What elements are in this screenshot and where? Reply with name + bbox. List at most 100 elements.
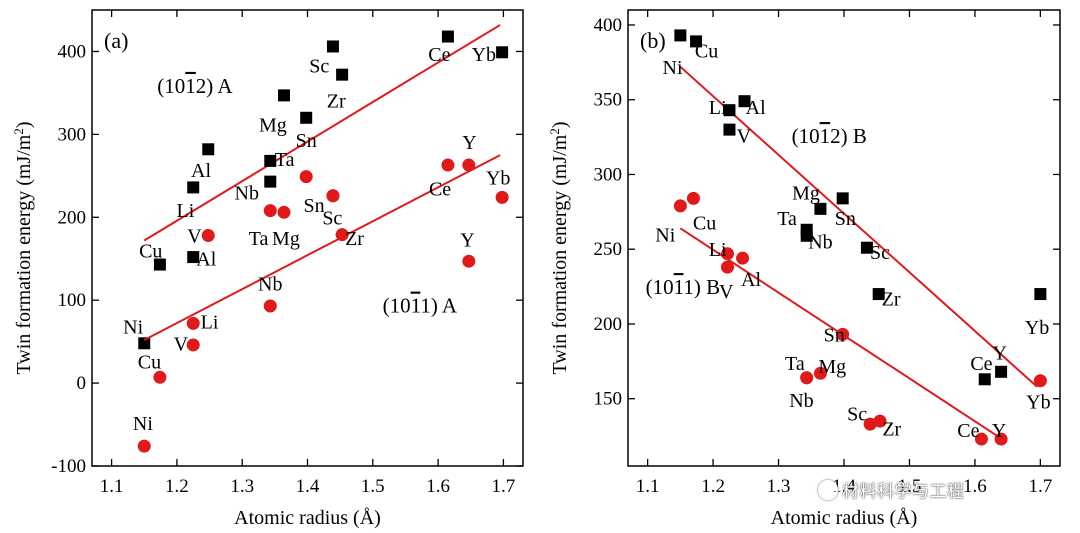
series-label-part: 1) A bbox=[420, 294, 458, 318]
marker-square-ce bbox=[441, 30, 454, 43]
point-label-sn: Sn bbox=[303, 195, 324, 217]
marker-square-li bbox=[723, 104, 736, 117]
watermark-text: 材料科学与工程 bbox=[842, 482, 965, 502]
point-label-yb: Yb bbox=[1025, 317, 1049, 339]
marker-square-y bbox=[995, 365, 1008, 378]
point-label-li: Li bbox=[709, 239, 727, 261]
chart-panel-a: 1.1 1.2 1.3 1.4 1.5 1.6 1.7 -100 0 100 200 300 400 At… bbox=[11, 9, 524, 529]
marker-circle-ni bbox=[673, 199, 687, 213]
point-label-mg: Mg bbox=[818, 356, 846, 378]
y-axis-label-superscript: 2 bbox=[11, 128, 26, 135]
marker-circle-zr bbox=[335, 228, 349, 242]
point-label-ta: Ta bbox=[777, 208, 797, 230]
point-label-nb: Nb bbox=[789, 390, 813, 412]
point-label-nb: Nb bbox=[808, 232, 832, 254]
series-label-part: 1) B bbox=[683, 275, 720, 299]
series-label-part: 2) A bbox=[196, 74, 234, 98]
marker-circle-cu bbox=[686, 191, 700, 205]
point-label-nb: Nb bbox=[258, 274, 282, 296]
marker-circle-li bbox=[186, 316, 200, 330]
marker-circle-yb bbox=[495, 190, 509, 204]
marker-circle-ce bbox=[974, 432, 988, 446]
y-tick-label: 300 bbox=[58, 124, 87, 145]
point-label-sn: Sn bbox=[824, 324, 845, 346]
point-label-zr: Zr bbox=[882, 289, 901, 311]
marker-square-v bbox=[723, 123, 736, 136]
point-label-sc: Sc bbox=[870, 242, 890, 264]
series-label: (1011) A bbox=[383, 294, 458, 318]
x-tick-label: 1.4 bbox=[296, 476, 320, 497]
point-label-ni: Ni bbox=[663, 57, 683, 79]
marker-square-sn bbox=[836, 192, 849, 205]
y-tick-label: 100 bbox=[58, 290, 87, 311]
point-label-ce: Ce bbox=[428, 44, 450, 66]
y-tick-label: 400 bbox=[594, 15, 623, 36]
point-label-al: Al bbox=[191, 160, 211, 182]
point-label-cu: Cu bbox=[139, 240, 162, 262]
series-label: (1011) B bbox=[646, 275, 720, 299]
point-label-y: Y bbox=[462, 132, 476, 154]
point-label-y: Y bbox=[993, 342, 1007, 364]
marker-square-sc bbox=[326, 40, 339, 53]
point-label-sc: Sc bbox=[322, 207, 342, 229]
point-label-ta: Ta bbox=[785, 353, 805, 375]
point-label-sn: Sn bbox=[835, 208, 856, 230]
series-label-part: (10 bbox=[792, 124, 820, 148]
x-tick-label: 1.4 bbox=[832, 476, 856, 497]
series-label-part: (10 bbox=[157, 74, 185, 98]
y-tick-label: 150 bbox=[594, 389, 623, 410]
point-label-li: Li bbox=[176, 200, 194, 222]
marker-circle-y bbox=[994, 432, 1008, 446]
series-label-overbar: 1 bbox=[820, 124, 831, 148]
marker-circle-sc bbox=[863, 417, 877, 431]
series-label-part: (10 bbox=[646, 275, 674, 299]
point-label-ta: Ta bbox=[275, 149, 295, 171]
point-label-ni: Ni bbox=[123, 317, 143, 339]
point-label-ni: Ni bbox=[655, 224, 675, 246]
marker-square-mg bbox=[277, 89, 290, 102]
point-label-sc: Sc bbox=[847, 404, 867, 426]
marker-square-nb bbox=[264, 175, 277, 188]
marker-circle-mg bbox=[813, 366, 827, 380]
marker-square-zr bbox=[336, 68, 349, 81]
point-label-yb: Yb bbox=[1026, 392, 1050, 414]
marker-square-mg bbox=[814, 202, 827, 215]
marker-square-li bbox=[187, 181, 200, 194]
marker-circle-yb bbox=[1033, 374, 1047, 388]
wechat-icon bbox=[818, 480, 838, 500]
marker-square-al bbox=[187, 251, 200, 264]
point-label-mg: Mg bbox=[792, 182, 820, 204]
marker-circle-al bbox=[736, 251, 750, 265]
y-axis-label-text: Twin formation energy (mJ/m bbox=[13, 134, 35, 374]
watermark: 材料科学与工程 bbox=[818, 477, 965, 502]
point-label-ce: Ce bbox=[957, 420, 979, 442]
point-label-y: Y bbox=[460, 230, 474, 252]
x-tick-label: 1.3 bbox=[230, 476, 254, 497]
marker-square-ni bbox=[674, 29, 687, 42]
panel-label: (b) bbox=[640, 28, 666, 53]
point-label-mg: Mg bbox=[259, 114, 287, 136]
marker-circle-li bbox=[720, 247, 734, 261]
point-label-li: Li bbox=[201, 312, 219, 334]
point-label-nb: Nb bbox=[235, 182, 259, 204]
series-label-overbar: 1 bbox=[674, 275, 684, 299]
marker-circle-ni bbox=[137, 439, 151, 453]
point-label-sc: Sc bbox=[309, 56, 329, 78]
point-label-ce: Ce bbox=[970, 353, 992, 375]
marker-circle-sc bbox=[326, 189, 340, 203]
point-label-li: Li bbox=[709, 97, 727, 119]
marker-square-al bbox=[202, 143, 215, 156]
y-tick-label: 300 bbox=[594, 164, 623, 185]
marker-circle-y bbox=[462, 158, 476, 172]
y-axis-label-superscript: 2 bbox=[547, 128, 562, 135]
point-label-yb: Yb bbox=[472, 44, 496, 66]
marker-square-yb bbox=[496, 46, 509, 59]
marker-circle-v bbox=[720, 260, 734, 274]
point-label-v: V bbox=[174, 333, 189, 355]
x-axis-label: Atomic radius (Å) bbox=[234, 507, 381, 529]
marker-square-ni bbox=[138, 337, 151, 350]
y-axis-label-close: ) bbox=[13, 121, 35, 128]
marker-circle-mg bbox=[277, 205, 291, 219]
point-label-zr: Zr bbox=[345, 228, 364, 250]
point-label-al: Al bbox=[741, 269, 761, 291]
